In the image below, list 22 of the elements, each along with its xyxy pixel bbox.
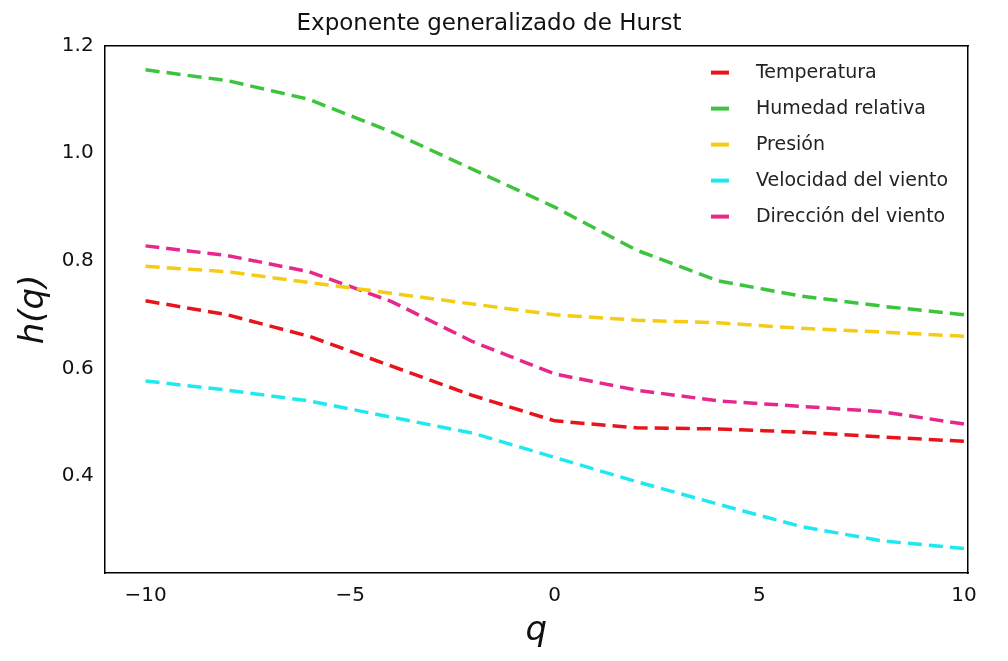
legend-label: Velocidad del viento — [755, 167, 949, 190]
x-tick-label: 10 — [951, 582, 977, 607]
legend-label: Temperatura — [754, 59, 877, 82]
y-axis-title: h(q) — [11, 274, 52, 345]
y-tick-label: 1.2 — [61, 31, 94, 56]
x-tick-label: 5 — [752, 582, 766, 607]
line-series — [143, 379, 966, 551]
y-tick-label: 0.4 — [61, 462, 94, 487]
x-tick-label: −5 — [335, 582, 365, 607]
y-tick-label: 0.8 — [61, 247, 94, 272]
legend-label: Humedad relativa — [755, 95, 926, 118]
x-axis-title: q — [525, 608, 548, 649]
legend-label: Presión — [755, 131, 826, 154]
legend-label: Dirección del viento — [755, 203, 946, 226]
line-series — [143, 244, 966, 426]
y-tick-label: 0.6 — [61, 354, 94, 379]
x-tick-label: −10 — [124, 582, 167, 607]
chart-title: Exponente generalizado de Hurst — [296, 8, 682, 35]
line-series — [143, 264, 966, 339]
y-tick-label: 1.0 — [61, 139, 94, 164]
x-tick-label: 0 — [548, 582, 562, 607]
line-series — [143, 299, 966, 444]
